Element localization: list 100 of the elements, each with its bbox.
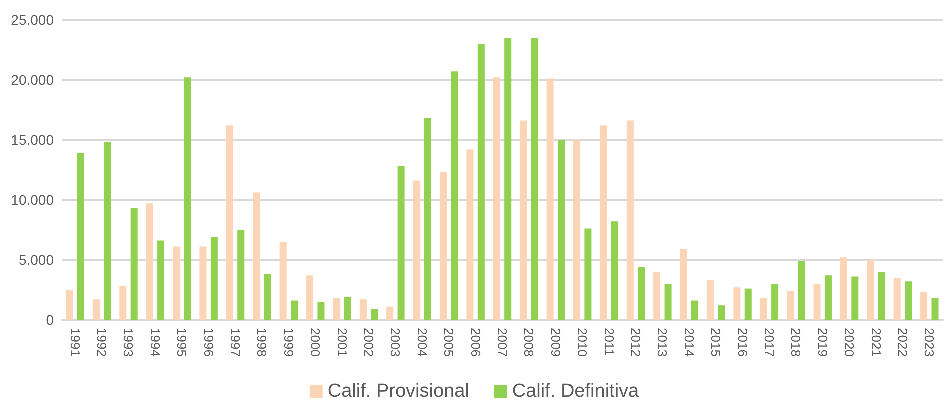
legend-label: Calif. Definitiva [512, 381, 640, 402]
x-tick-label: 1999 [281, 328, 296, 357]
bar [253, 192, 260, 320]
x-tick-label: 2006 [468, 328, 484, 357]
x-tick-label: 1992 [94, 328, 110, 357]
bar [691, 300, 698, 320]
bar [734, 288, 741, 320]
bar [531, 38, 538, 320]
x-tick-label: 2016 [735, 328, 750, 357]
x-tick-label: 1996 [201, 328, 216, 357]
x-tick-label: 2018 [788, 328, 804, 357]
x-tick-label: 1993 [121, 328, 136, 357]
bar [413, 180, 420, 320]
y-tick-label: 5.000 [18, 252, 54, 268]
bar [104, 142, 112, 320]
bar [626, 120, 634, 320]
bar [558, 140, 565, 320]
bar [158, 240, 165, 320]
y-tick-label: 10.000 [11, 192, 54, 208]
legend-label: Calif. Provisional [328, 381, 470, 402]
x-tick-label: 2005 [442, 328, 457, 357]
bar [451, 72, 458, 320]
y-tick-label: 25.000 [11, 12, 54, 28]
bar [226, 126, 234, 320]
bar [867, 260, 874, 320]
bar [424, 118, 432, 320]
bar [706, 280, 714, 320]
bar [504, 38, 512, 320]
bar [318, 302, 325, 320]
y-tick-label: 0 [46, 312, 54, 328]
bar [344, 297, 352, 320]
x-tick-label: 1994 [148, 328, 163, 357]
x-tick-label: 2003 [388, 328, 404, 357]
x-tick-label: 2015 [708, 328, 724, 357]
bar [718, 306, 726, 320]
bar [466, 150, 474, 320]
x-tick-label: 2023 [922, 328, 938, 357]
bar [584, 228, 592, 320]
bar [824, 276, 832, 320]
x-tick-label: 2000 [308, 328, 324, 357]
x-tick-label: 1995 [174, 328, 190, 357]
x-tick-label: 2017 [762, 328, 777, 357]
bar [371, 309, 378, 320]
bar [493, 78, 500, 320]
x-tick-label: 2004 [414, 328, 430, 357]
bar [664, 284, 672, 320]
bar [398, 166, 405, 320]
x-tick-label: 2021 [868, 328, 884, 357]
bar [638, 267, 646, 320]
bar [520, 120, 528, 320]
bar [184, 78, 192, 320]
bar [360, 300, 367, 320]
bar [306, 276, 314, 320]
bar [852, 276, 859, 320]
bar [878, 272, 886, 320]
bar [173, 246, 180, 320]
bar [291, 300, 298, 320]
bar [932, 298, 939, 320]
x-tick-label: 1997 [228, 328, 244, 357]
x-tick-label: 2008 [522, 328, 537, 357]
y-tick-label: 20.000 [11, 72, 54, 88]
bar [772, 284, 779, 320]
x-tick-label: 2012 [628, 328, 644, 357]
bar [814, 284, 821, 320]
bar [66, 290, 74, 320]
bar [130, 208, 138, 320]
bar [92, 300, 100, 320]
bar [894, 278, 901, 320]
x-tick-label: 2001 [334, 328, 350, 357]
bar [654, 272, 661, 320]
x-tick-label: 2020 [842, 328, 858, 357]
bar [478, 44, 485, 320]
x-tick-label: 2002 [362, 328, 377, 357]
bar [573, 140, 580, 320]
y-tick-label: 15.000 [11, 132, 54, 148]
bar [744, 288, 752, 320]
bar [840, 258, 848, 320]
bar [680, 249, 688, 320]
bar [600, 126, 608, 320]
bar [146, 204, 154, 320]
bar [210, 237, 218, 320]
bar [920, 292, 928, 320]
bar [238, 230, 245, 320]
bar [200, 246, 207, 320]
bar [264, 274, 272, 320]
bar [760, 298, 768, 320]
x-tick-label: 1991 [68, 328, 83, 357]
bar [798, 261, 806, 320]
bar [120, 286, 127, 320]
bar [77, 153, 84, 320]
x-tick-label: 2007 [495, 328, 510, 357]
x-tick-label: 2014 [682, 328, 697, 357]
bar [386, 306, 394, 320]
bar [280, 242, 287, 320]
x-tick-label: 2013 [655, 328, 670, 357]
x-tick-label: 1998 [254, 328, 270, 357]
bar [440, 172, 448, 320]
x-tick-label: 2011 [602, 328, 617, 356]
bar [611, 222, 618, 320]
x-tick-label: 2022 [895, 328, 910, 357]
